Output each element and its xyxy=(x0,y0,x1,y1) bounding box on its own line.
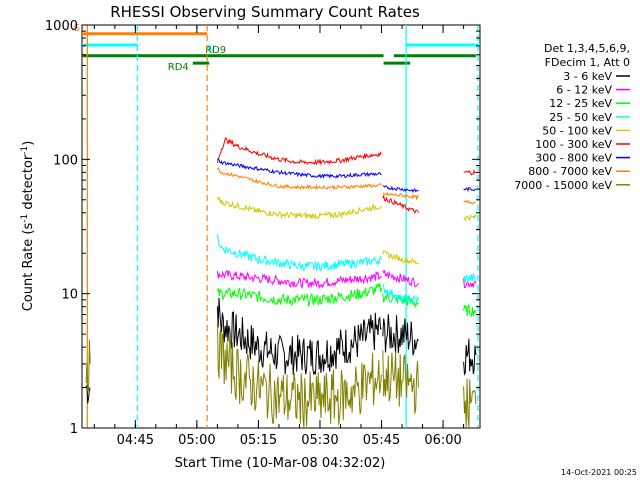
series-0-segment-0 xyxy=(85,384,91,404)
series-1 xyxy=(216,269,477,290)
flag-label-s: S xyxy=(74,23,80,34)
series-1-segment-0 xyxy=(216,269,382,290)
legend-label-2: 12 - 25 keV xyxy=(549,97,612,110)
x-tick-label-5: 06:00 xyxy=(424,433,461,448)
series-7-segment-1 xyxy=(382,191,419,201)
x-tick-label-1: 05:00 xyxy=(178,433,215,448)
series-6-segment-1 xyxy=(382,185,419,194)
series-3-segment-1 xyxy=(382,284,419,305)
flag-label-rd9: RD9 xyxy=(205,45,226,56)
legend-label-6: 300 - 800 keV xyxy=(535,152,612,165)
x-tick-label-0: 04:45 xyxy=(117,433,154,448)
y-label-part3: ) xyxy=(21,141,36,146)
series-5 xyxy=(216,137,477,215)
series-2 xyxy=(216,283,477,318)
series-3-segment-2 xyxy=(463,272,477,284)
series-0-segment-3 xyxy=(463,338,477,376)
series-2-segment-2 xyxy=(463,303,477,318)
series-6-segment-0 xyxy=(217,158,382,179)
legend-label-8: 7000 - 15000 keV xyxy=(514,179,612,192)
series-4 xyxy=(216,195,477,265)
attenuator-vertical-lines xyxy=(86,25,479,428)
legend-label-5: 100 - 300 keV xyxy=(535,138,612,151)
series-7-segment-2 xyxy=(463,199,477,205)
x-tick-label-3: 05:30 xyxy=(301,433,338,448)
y-label-part2: detector xyxy=(21,154,36,214)
x-tick-label-2: 05:15 xyxy=(240,433,277,448)
axes: 04:45 05:00 05:15 05:30 05:45 06:00 1 10 100 1000 xyxy=(45,19,480,448)
y-label-sup2: -1 xyxy=(20,146,30,155)
footer-timestamp: 14-Oct-2021 00:25 xyxy=(561,468,637,477)
legend-label-4: 50 - 100 keV xyxy=(542,124,612,137)
legend-header-line2: FDecim 1, Att 0 xyxy=(545,56,630,69)
series-0-segment-1 xyxy=(216,297,382,376)
chart-title: RHESSI Observing Summary Count Rates xyxy=(110,3,420,21)
y-tick-label-0: 1 xyxy=(70,422,78,437)
series-5-segment-2 xyxy=(463,168,477,176)
series-3-segment-0 xyxy=(216,233,382,273)
legend-label-0: 3 - 6 keV xyxy=(563,70,612,83)
series-4-segment-2 xyxy=(463,212,477,222)
legend-label-1: 6 - 12 keV xyxy=(556,84,612,97)
y-label-sup1: -1 xyxy=(20,214,30,223)
series-1-segment-2 xyxy=(463,278,477,289)
series-8-segment-1 xyxy=(216,318,382,429)
legend-label-7: 800 - 7000 keV xyxy=(528,165,612,178)
series-4-segment-1 xyxy=(382,250,419,265)
series-8-segment-3 xyxy=(463,378,477,429)
series-8-segment-0 xyxy=(85,339,91,392)
series-2-segment-0 xyxy=(216,283,382,307)
series-0 xyxy=(85,297,477,404)
x-axis-label: Start Time (10-Mar-08 04:32:02) xyxy=(175,456,386,471)
series-8 xyxy=(85,318,477,429)
series-5-segment-0 xyxy=(216,137,382,166)
y-axis-label: Count Rate (s-1 detector-1) xyxy=(20,141,36,312)
legend-label-3: 25 - 50 keV xyxy=(549,111,612,124)
x-tick-label-4: 05:45 xyxy=(363,433,400,448)
series-7 xyxy=(216,167,477,205)
legend-header-line1: Det 1,3,4,5,6,9, xyxy=(544,42,630,55)
series-6 xyxy=(217,158,477,194)
legend: Det 1,3,4,5,6,9, FDecim 1, Att 0 3 - 6 k… xyxy=(514,42,630,192)
series-8-segment-2 xyxy=(382,350,419,414)
plot-area xyxy=(81,24,481,429)
series-7-segment-0 xyxy=(216,167,382,191)
series-0-segment-2 xyxy=(382,314,419,356)
y-label-part1: Count Rate (s xyxy=(21,223,36,312)
series-6-segment-2 xyxy=(463,186,477,193)
series-layer xyxy=(85,137,477,429)
y-tick-label-1: 10 xyxy=(61,288,78,303)
flag-label-rd4: RD4 xyxy=(168,62,189,73)
flag-label-n: N xyxy=(207,44,214,55)
series-3 xyxy=(216,233,477,305)
series-4-segment-0 xyxy=(216,195,382,220)
y-tick-label-2: 100 xyxy=(53,153,78,168)
series-5-segment-1 xyxy=(382,194,419,215)
y-tick-label-3: 1000 xyxy=(45,19,78,34)
series-1-segment-1 xyxy=(382,269,419,288)
